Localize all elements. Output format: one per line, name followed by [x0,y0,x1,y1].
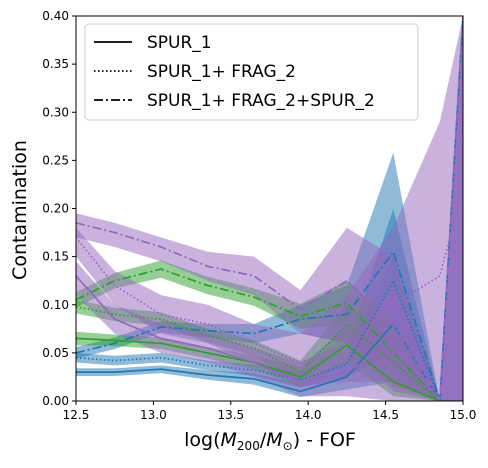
x-tick-label: 15.0 [450,408,477,422]
x-tick-label: 13.0 [140,408,167,422]
legend: SPUR_1 SPUR_1+ FRAG_2 SPUR_1+ FRAG_2+SPU… [84,23,419,121]
y-axis-label: Contamination [9,140,31,280]
legend-label-spur1-frag2: SPUR_1+ FRAG_2 [147,62,296,82]
y-tick-label: 0.00 [42,394,69,408]
error-bands [76,16,463,401]
y-tick-label: 0.30 [42,105,69,119]
x-axis-ticks: 12.5 13.0 13.5 14.0 14.5 15.0 [63,401,477,422]
y-tick-label: 0.15 [42,250,69,264]
error-band-purple-dashdot [76,16,463,401]
legend-box [84,23,419,121]
series-line-purple-dotted [76,189,463,364]
x-tick-label: 12.5 [63,408,90,422]
series-line-purple-dashdot [76,16,463,401]
legend-label-spur1-frag2-spur2: SPUR_1+ FRAG_2+SPUR_2 [147,91,375,111]
series-line-green-dotted [76,305,463,401]
y-tick-label: 0.40 [42,9,69,23]
y-axis-ticks: 0.00 0.05 0.10 0.15 0.20 0.25 0.30 0.35 0.40 [42,9,76,408]
series-line-blue-dashdot [76,16,463,401]
y-tick-label: 0.25 [42,153,69,167]
series-line-blue-solid [76,322,463,401]
series-lines [76,16,463,401]
y-tick-label: 0.35 [42,57,69,71]
y-tick-label: 0.10 [42,298,69,312]
y-tick-label: 0.20 [42,202,69,216]
legend-label-spur1: SPUR_1 [147,33,212,53]
series-line-purple-solid [76,275,463,401]
x-tick-label: 13.5 [217,408,244,422]
series-line-green-solid [76,337,463,401]
x-tick-label: 14.0 [295,408,322,422]
x-tick-label: 14.5 [372,408,399,422]
x-axis-label: log(M200/M⊙) - FOF [184,429,356,453]
y-tick-label: 0.05 [42,346,69,360]
